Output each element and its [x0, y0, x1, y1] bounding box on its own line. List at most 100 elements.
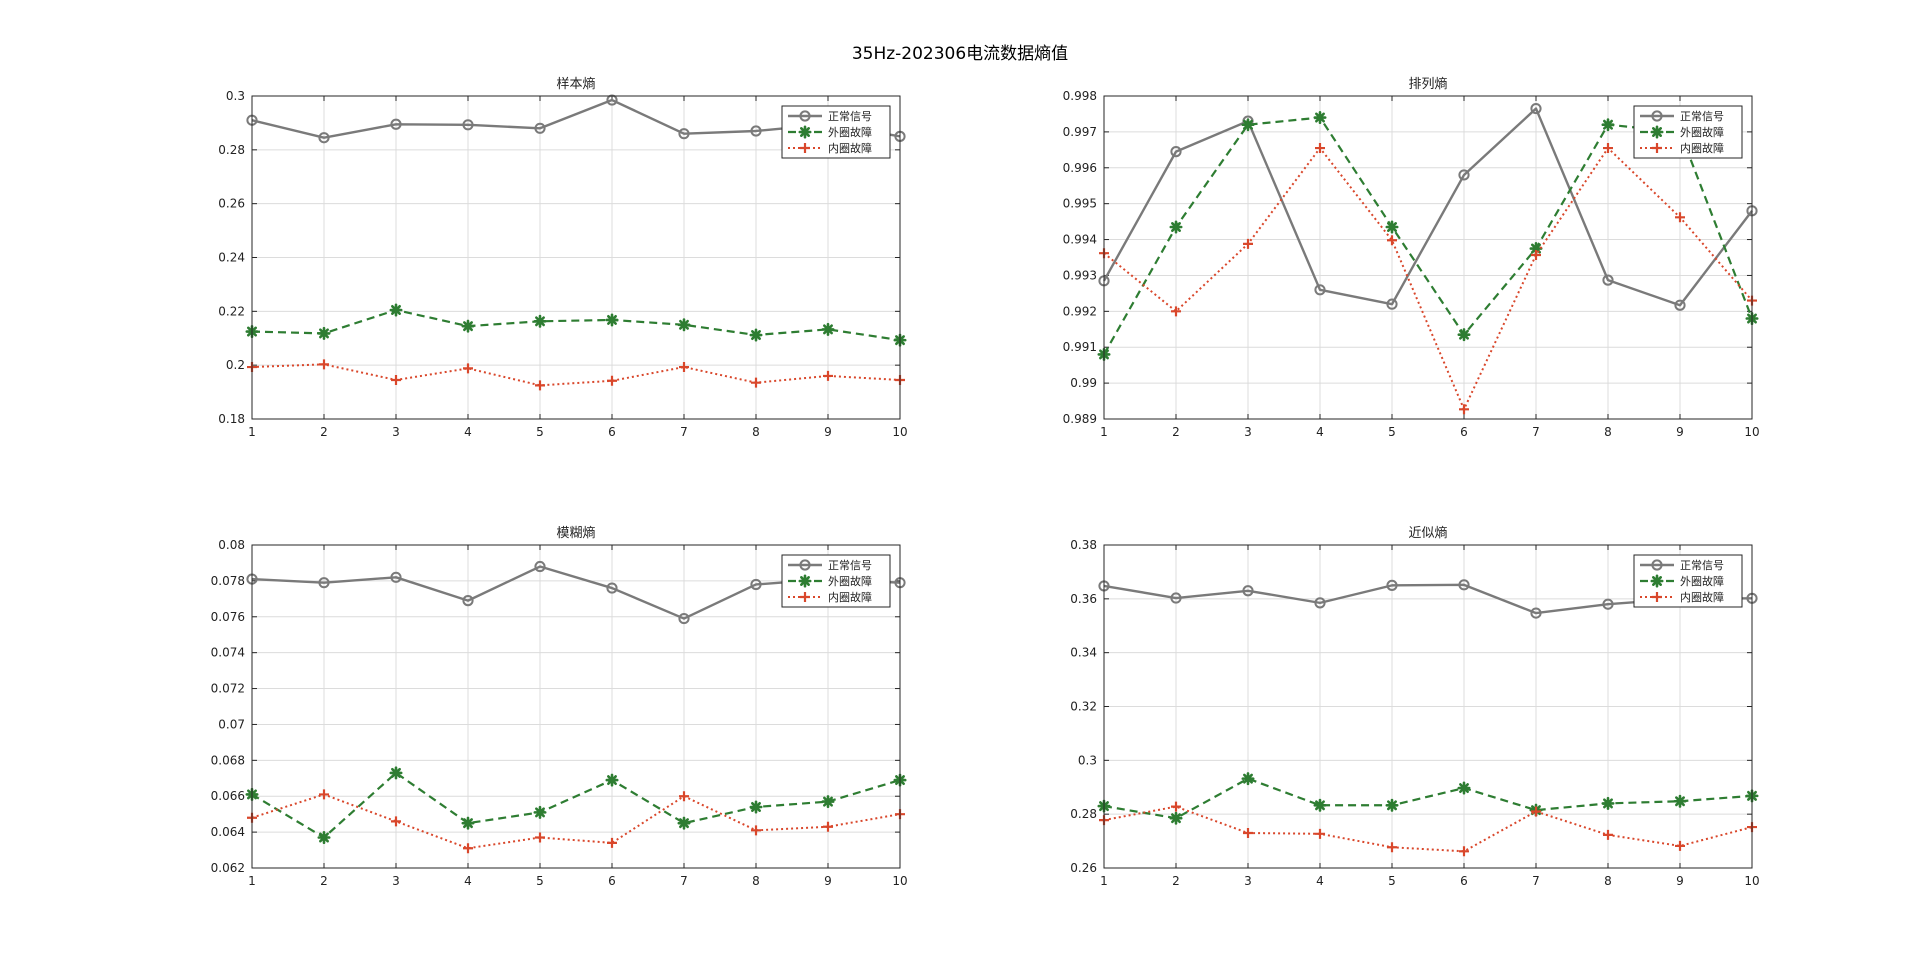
x-tick-label: 10 — [892, 425, 907, 439]
legend-label-outer: 外圈故障 — [1680, 125, 1724, 139]
x-tick-label: 6 — [1460, 874, 1468, 888]
series-line-outer — [251, 771, 901, 839]
y-tick-label: 0.36 — [1070, 592, 1097, 606]
legend-label-outer: 外圈故障 — [828, 125, 872, 139]
y-tick-label: 0.066 — [211, 789, 245, 803]
axis-ticks: 1 2 3 4 5 6 7 8 9 10 0.26 0.28 0.3 0.32 0.34 0.36 0.38 — [1070, 538, 1759, 888]
data-point-outer — [1457, 781, 1471, 795]
data-point-inner — [751, 377, 761, 388]
x-tick-label: 4 — [1316, 874, 1324, 888]
data-point-outer — [317, 830, 331, 844]
subplot-title: 排列熵 — [1408, 76, 1447, 92]
data-point-normal — [318, 577, 330, 589]
y-tick-label: 0.994 — [1063, 233, 1097, 247]
data-point-inner — [1243, 238, 1253, 249]
data-point-inner — [1387, 842, 1397, 853]
y-tick-label: 0.078 — [211, 574, 245, 588]
axis-ticks: 1 2 3 4 5 6 7 8 9 10 0.989 0.99 0.991 0.992 0.993 0.994… — [1063, 89, 1760, 439]
x-tick-label: 5 — [1388, 425, 1396, 439]
series-line-inner — [251, 793, 901, 850]
legend-marker-inner — [800, 143, 810, 153]
y-tick-label: 0.998 — [1063, 89, 1097, 103]
subplot-1: 1 2 3 4 5 6 7 8 9 10 0.18 0.2 0.22 0.24 0.26 0.28 0.3 样本熵… — [218, 76, 907, 439]
y-tick-label: 0.2 — [226, 358, 245, 372]
x-tick-label: 7 — [1532, 425, 1540, 439]
data-point-inner — [1315, 828, 1325, 839]
legend-label-inner: 内圈故障 — [1680, 590, 1724, 604]
legend-marker-normal — [799, 559, 811, 571]
legend-label-normal: 正常信号 — [1680, 110, 1724, 123]
data-point-outer — [749, 800, 763, 814]
data-point-outer — [1601, 796, 1615, 810]
x-tick-label: 4 — [464, 425, 472, 439]
legend-marker-inner — [1652, 592, 1662, 602]
data-point-outer — [821, 322, 835, 336]
y-tick-label: 0.08 — [218, 538, 245, 552]
x-tick-label: 9 — [824, 874, 832, 888]
data-point-normal — [750, 125, 762, 137]
data-point-outer — [605, 313, 619, 327]
data-point-inner — [1459, 404, 1469, 415]
series-inner — [247, 789, 905, 854]
series-outer — [245, 766, 907, 844]
y-tick-label: 0.28 — [1070, 807, 1097, 821]
x-tick-label: 1 — [1100, 425, 1108, 439]
x-tick-label: 2 — [1172, 425, 1180, 439]
data-point-inner — [679, 362, 689, 373]
data-point-normal — [390, 118, 402, 130]
data-point-outer — [677, 816, 691, 830]
x-tick-label: 4 — [464, 874, 472, 888]
data-point-outer — [389, 303, 403, 317]
data-point-outer — [533, 314, 547, 328]
data-point-normal — [1458, 579, 1470, 591]
data-point-normal — [606, 582, 618, 594]
y-tick-label: 0.34 — [1070, 646, 1097, 660]
data-point-inner — [679, 791, 689, 802]
subplot-4: 1 2 3 4 5 6 7 8 9 10 0.26 0.28 0.3 0.32 0.34 0.36 0.38 近似… — [1070, 525, 1759, 888]
x-tick-label: 3 — [1244, 874, 1252, 888]
subplot-title: 模糊熵 — [556, 525, 595, 541]
y-tick-label: 0.076 — [211, 610, 245, 624]
data-point-normal — [462, 595, 474, 607]
data-point-inner — [751, 825, 761, 836]
data-point-inner — [1603, 829, 1613, 840]
legend-label-normal: 正常信号 — [1680, 559, 1724, 572]
data-point-inner — [391, 816, 401, 827]
x-tick-label: 10 — [892, 874, 907, 888]
data-point-normal — [678, 612, 690, 625]
legend-label-inner: 内圈故障 — [828, 590, 872, 604]
y-tick-label: 0.072 — [211, 682, 245, 696]
y-tick-label: 0.24 — [218, 251, 245, 265]
subplot-3: 1 2 3 4 5 6 7 8 9 10 0.062 0.064 0.066 0.068 0.07 0.072… — [211, 525, 908, 888]
data-point-outer — [1673, 794, 1687, 808]
axes-box — [1103, 95, 1753, 420]
y-tick-label: 0.068 — [211, 753, 245, 767]
data-point-inner — [1531, 249, 1541, 260]
legend-label-inner: 内圈故障 — [828, 141, 872, 155]
data-point-inner — [1531, 806, 1541, 817]
data-point-outer — [461, 816, 475, 830]
data-point-outer — [677, 318, 691, 332]
legend-marker-normal — [1651, 110, 1663, 122]
x-tick-label: 10 — [1744, 425, 1759, 439]
y-tick-label: 0.3 — [226, 89, 245, 103]
y-tick-label: 0.99 — [1070, 376, 1097, 390]
x-tick-label: 2 — [1172, 874, 1180, 888]
data-point-inner — [1675, 212, 1685, 223]
legend-marker-outer — [798, 125, 812, 139]
legend-marker-outer — [798, 574, 812, 588]
legend-label-normal: 正常信号 — [828, 559, 872, 572]
data-point-outer — [1601, 118, 1615, 132]
y-tick-label: 0.995 — [1063, 197, 1097, 211]
series-line-inner — [1103, 805, 1753, 853]
x-tick-label: 4 — [1316, 425, 1324, 439]
data-point-inner — [607, 375, 617, 386]
data-point-normal — [1386, 579, 1398, 591]
x-tick-label: 6 — [608, 425, 616, 439]
axis-ticks: 1 2 3 4 5 6 7 8 9 10 0.062 0.064 0.066 0.068 0.07 0.072… — [211, 538, 908, 888]
data-point-inner — [463, 363, 473, 374]
data-point-outer — [389, 766, 403, 780]
x-tick-label: 3 — [392, 425, 400, 439]
